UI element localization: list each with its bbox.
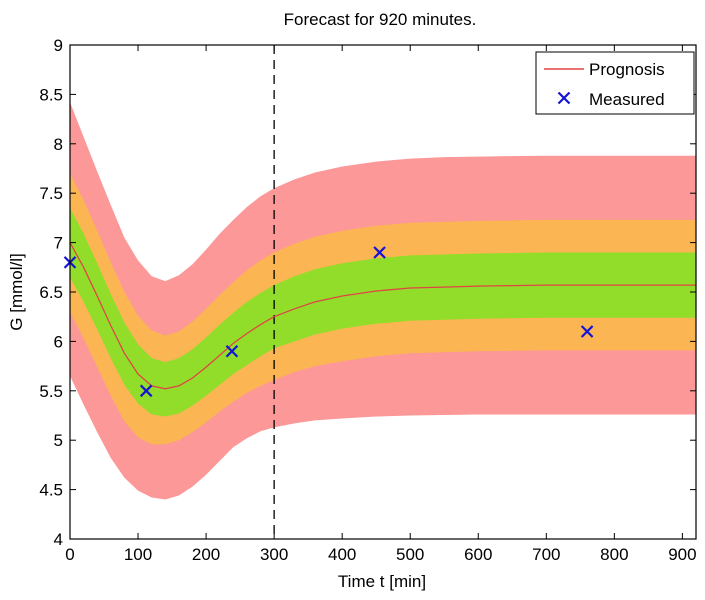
y-tick-label: 5.5 — [39, 382, 63, 401]
x-tick-label: 400 — [328, 545, 356, 564]
legend-measured-swatch — [557, 91, 571, 105]
measured-series — [63, 246, 594, 398]
x-tick-label: 500 — [396, 545, 424, 564]
x-tick-label: 900 — [668, 545, 696, 564]
y-axis-title: G [mmol/l] — [7, 253, 26, 330]
measured-point — [373, 246, 386, 259]
y-tick-label: 4.5 — [39, 481, 63, 500]
measured-point — [580, 325, 594, 338]
x-tick-label: 100 — [124, 545, 152, 564]
legend-measured-marker — [557, 91, 571, 105]
x-ticks: 0 100 200 300 400 500 600 700 800 900 — [65, 45, 697, 564]
x-tick-label: 700 — [532, 545, 560, 564]
legend-prognosis-label: Prognosis — [589, 60, 665, 79]
legend: Prognosis Measured — [535, 51, 695, 115]
y-tick-label: 8.5 — [39, 85, 63, 104]
y-ticks: 4 4.5 5 5.5 6 6.5 7 7.5 8 8.5 9 — [39, 36, 696, 549]
chart-title: Forecast for 920 minutes. — [284, 10, 477, 29]
measured-point — [225, 345, 239, 358]
y-tick-label: 6 — [54, 332, 63, 351]
x-tick-label: 200 — [192, 545, 220, 564]
x-tick-label: 0 — [65, 545, 74, 564]
measured-point — [139, 384, 153, 398]
y-tick-label: 4 — [54, 530, 63, 549]
y-tick-label: 5 — [54, 431, 63, 450]
y-tick-label: 8 — [54, 135, 63, 154]
y-tick-label: 6.5 — [39, 283, 63, 302]
x-axis-title: Time t [min] — [338, 572, 426, 591]
legend-measured-label: Measured — [589, 90, 665, 109]
prognosis-series — [69, 242, 696, 390]
y-tick-label: 9 — [54, 36, 63, 55]
y-tick-label: 7 — [54, 234, 63, 253]
plot-area: 0 100 200 300 400 500 600 700 800 900 4 4.5 5 5.5 6 6.… — [39, 36, 697, 564]
prognosis-line — [69, 242, 696, 390]
x-tick-label: 300 — [260, 545, 288, 564]
x-tick-label: 600 — [464, 545, 492, 564]
confidence-bands — [70, 102, 696, 500]
y-tick-label: 7.5 — [39, 184, 63, 203]
legend-box — [535, 51, 695, 115]
band-inner — [70, 208, 696, 417]
x-tick-label: 800 — [600, 545, 628, 564]
